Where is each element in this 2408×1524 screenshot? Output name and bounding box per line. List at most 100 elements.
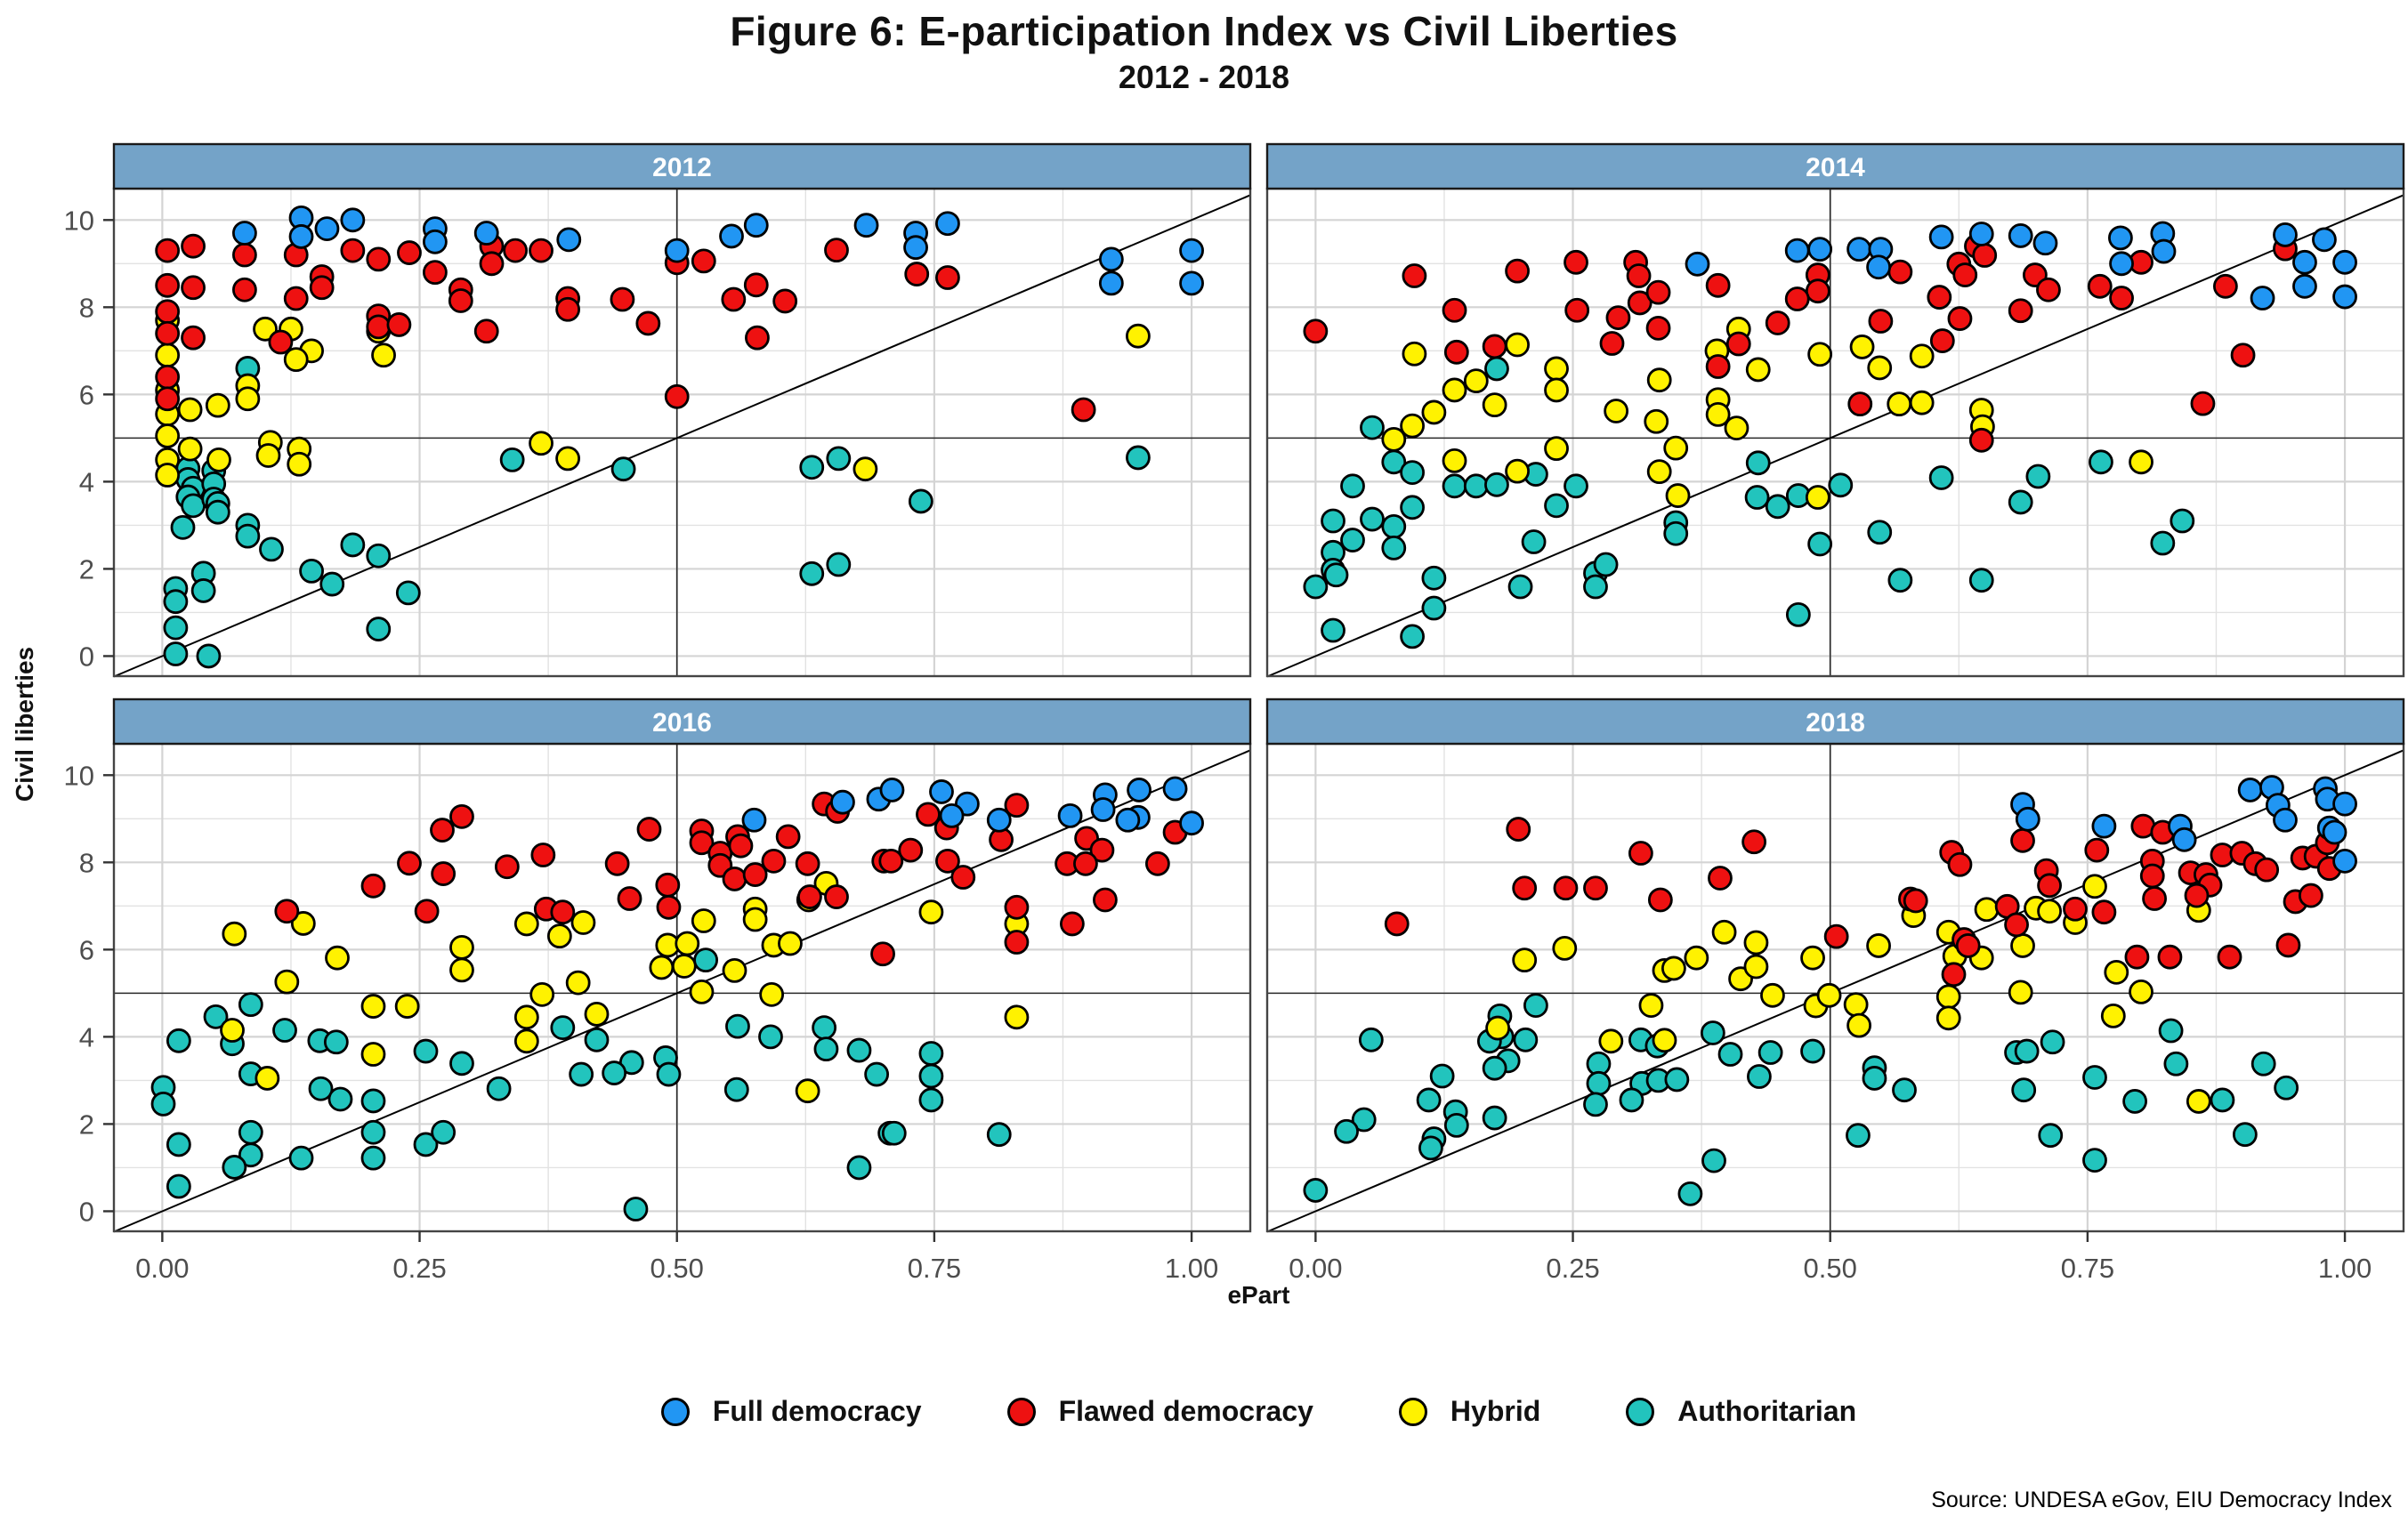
data-point-auth: [918, 1063, 944, 1089]
data-point-flawed: [274, 899, 300, 924]
x-tick-label: 0.25: [392, 1253, 446, 1284]
data-point-auth: [812, 1015, 837, 1040]
data-point-hybrid: [177, 397, 203, 423]
data-point-auth: [1544, 493, 1569, 519]
data-point-hybrid: [177, 436, 203, 462]
data-point-flawed: [555, 296, 581, 322]
data-point-flawed: [2109, 286, 2134, 310]
data-point-hybrid: [529, 981, 555, 1007]
data-point-flawed: [691, 248, 716, 274]
data-point-hybrid: [1505, 458, 1530, 484]
data-point-flawed: [1004, 894, 1030, 920]
data-point-auth: [1321, 508, 1345, 534]
y-tick-label: 6: [79, 379, 94, 410]
data-point-auth: [1583, 1092, 1608, 1117]
data-point-full: [935, 211, 960, 237]
facet-strip-label: 2016: [652, 708, 712, 738]
data-point-full: [2091, 813, 2117, 839]
data-point-flawed: [795, 851, 820, 876]
data-point-auth: [1416, 1087, 1442, 1113]
data-point-auth: [584, 1027, 610, 1052]
data-point-flawed: [1929, 328, 1955, 353]
data-point-full: [1846, 237, 1872, 262]
data-point-hybrid: [1743, 930, 1769, 956]
data-point-flawed: [1564, 297, 1590, 323]
data-point-flawed: [898, 837, 924, 863]
facet-grid: 2012 0 2 4 6 8 10 2014 2016 0.00 0.25 0.50 0.75 1.00 0…: [64, 142, 2405, 1284]
data-point-auth: [163, 615, 189, 641]
data-point-auth: [908, 488, 933, 514]
data-point-flawed: [655, 872, 681, 898]
data-point-flawed: [2091, 899, 2117, 925]
data-point-flawed: [1628, 841, 1653, 866]
data-point-auth: [413, 1038, 439, 1064]
data-point-flawed: [1004, 930, 1030, 955]
data-point-hybrid: [255, 443, 281, 468]
data-point-hybrid: [325, 945, 350, 971]
data-point-auth: [569, 1061, 594, 1087]
data-point-flawed: [422, 260, 448, 286]
data-point-auth: [1928, 465, 1954, 490]
x-tick-label: 0.75: [908, 1253, 961, 1284]
data-point-auth: [1126, 445, 1151, 471]
data-point-auth: [166, 1028, 191, 1053]
data-point-full: [743, 213, 769, 238]
data-point-hybrid: [1126, 323, 1151, 349]
y-tick-label: 8: [79, 292, 94, 323]
data-point-auth: [1583, 574, 1608, 600]
data-point-auth: [1747, 1064, 1772, 1089]
data-point-hybrid: [360, 994, 386, 1019]
data-point-flawed: [397, 851, 422, 876]
facet-panel-2014: [1265, 187, 2405, 678]
data-point-full: [422, 229, 448, 254]
data-point-hybrid: [689, 980, 715, 1004]
data-point-hybrid: [1400, 413, 1425, 439]
data-point-full: [473, 221, 499, 246]
data-point-hybrid: [1909, 343, 1935, 369]
data-point-hybrid: [513, 1004, 539, 1030]
data-point-auth: [1765, 494, 1790, 520]
legend-label: Hybrid: [1450, 1395, 1541, 1427]
data-point-flawed: [232, 242, 257, 268]
data-point-flawed: [1442, 297, 1467, 323]
data-point-flawed: [155, 386, 181, 412]
data-point-auth: [1564, 473, 1588, 499]
data-point-auth: [2170, 508, 2195, 534]
data-point-flawed: [550, 899, 576, 925]
facet-strip: [1265, 697, 2405, 746]
data-point-hybrid: [1644, 408, 1669, 434]
data-point-auth: [366, 617, 392, 641]
data-point-hybrid: [283, 347, 309, 373]
data-point-hybrid: [1544, 356, 1569, 382]
data-point-full: [853, 213, 879, 238]
data-point-flawed: [503, 238, 529, 263]
data-point-hybrid: [1705, 402, 1731, 427]
data-point-auth: [238, 1119, 263, 1145]
data-point-full: [1098, 270, 1124, 296]
data-point-hybrid: [778, 931, 803, 956]
data-point-flawed: [2037, 873, 2062, 899]
data-point-flawed: [689, 830, 715, 856]
data-point-flawed: [1941, 962, 1967, 988]
data-point-auth: [1400, 460, 1425, 485]
x-tick-label: 0.50: [650, 1253, 704, 1284]
data-point-full: [939, 802, 965, 828]
data-point-full: [2015, 806, 2040, 832]
data-point-full: [340, 207, 366, 233]
legend-swatch-auth: [1626, 1397, 1655, 1426]
data-point-flawed: [2212, 273, 2238, 299]
data-point-auth: [2082, 1148, 2107, 1173]
data-point-flawed: [2139, 863, 2165, 889]
data-point-hybrid: [1598, 1028, 1624, 1054]
data-point-flawed: [1626, 263, 1652, 288]
data-point-auth: [2014, 1038, 2040, 1064]
data-point-full: [664, 238, 690, 263]
data-point-auth: [1507, 574, 1533, 600]
data-point-hybrid: [570, 910, 596, 935]
data-point-auth: [181, 493, 206, 519]
data-point-flawed: [1303, 319, 1329, 344]
x-tick-label: 1.00: [2318, 1253, 2372, 1284]
data-point-full: [2171, 827, 2197, 852]
data-point-hybrid: [1816, 982, 1842, 1008]
data-point-full: [1057, 802, 1083, 828]
